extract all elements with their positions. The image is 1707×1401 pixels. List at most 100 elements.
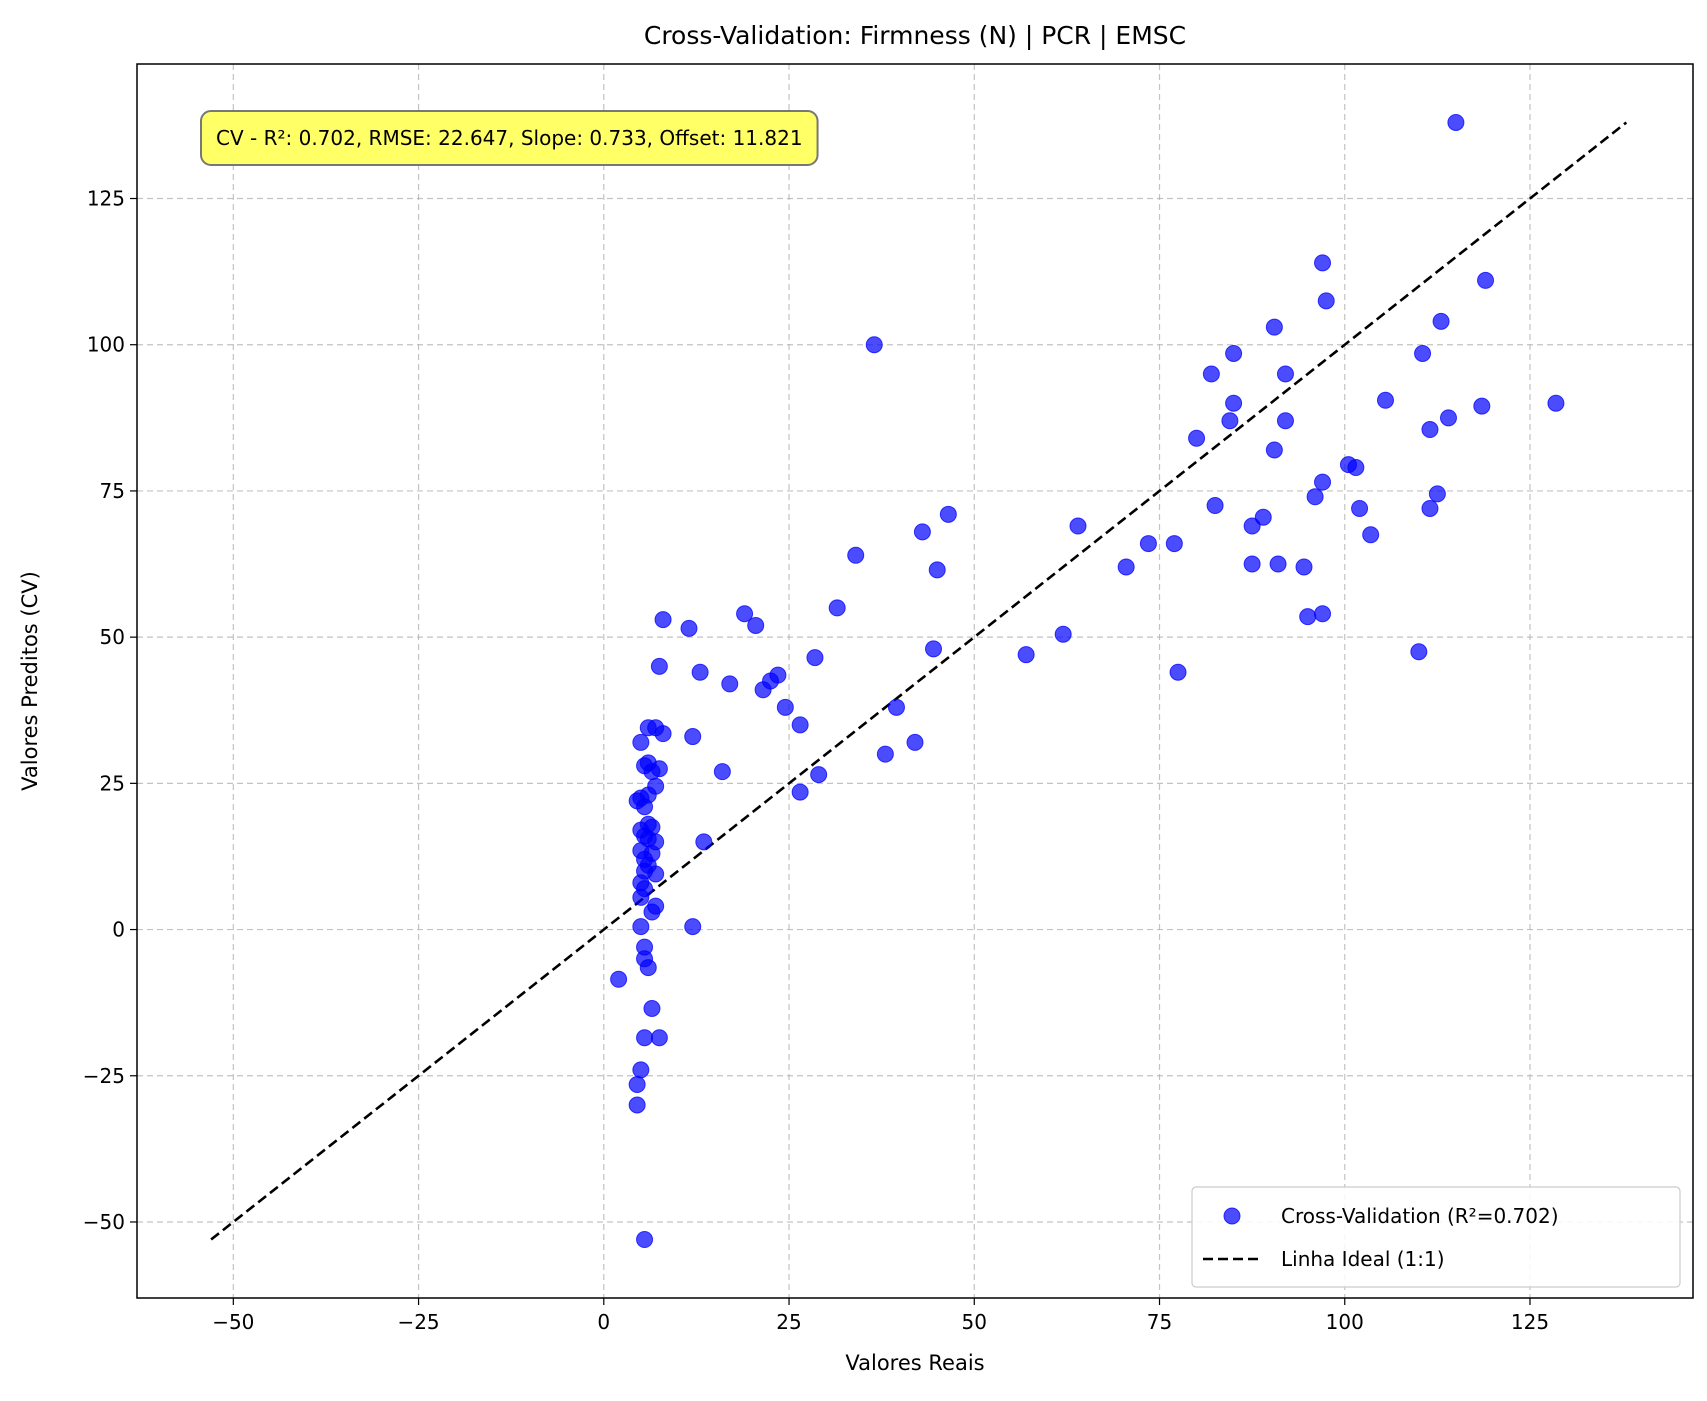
data-point (925, 640, 943, 658)
data-point (628, 1096, 646, 1114)
data-point (632, 918, 650, 936)
y-tick-label: 75 (100, 479, 125, 503)
data-point (1547, 394, 1565, 412)
data-point (1202, 365, 1220, 383)
data-point (1477, 271, 1495, 289)
data-point (1243, 555, 1261, 573)
data-point (695, 833, 713, 851)
x-tick-label: 50 (962, 1310, 987, 1334)
data-point (865, 336, 883, 354)
data-point (643, 1000, 661, 1018)
data-point (1188, 429, 1206, 447)
data-point (1473, 397, 1491, 415)
data-point (754, 681, 772, 699)
data-point (650, 657, 668, 675)
data-point (1269, 555, 1287, 573)
y-tick-label: 25 (100, 771, 125, 795)
data-point (1421, 421, 1439, 439)
data-point (639, 959, 657, 977)
data-point (643, 903, 661, 921)
data-point (1351, 499, 1369, 517)
data-point (1254, 508, 1272, 526)
data-point (906, 733, 924, 751)
data-point (632, 888, 650, 906)
data-point (1206, 497, 1224, 515)
data-point (1054, 625, 1072, 643)
data-point (1347, 459, 1365, 477)
annotation-box (200, 110, 819, 166)
x-tick-label: 25 (776, 1310, 801, 1334)
x-tick-label: 100 (1326, 1310, 1364, 1334)
data-point (650, 760, 668, 778)
legend-marker-scatter (1223, 1207, 1241, 1225)
legend-label-ideal-line: Linha Ideal (1:1) (1281, 1247, 1445, 1271)
data-points (610, 113, 1565, 1249)
data-point (1276, 365, 1294, 383)
data-point (1139, 535, 1157, 553)
x-tick-label: 125 (1511, 1310, 1549, 1334)
data-point (1265, 441, 1283, 459)
data-point (939, 505, 957, 523)
y-tick-label: 50 (100, 625, 125, 649)
data-point (1421, 499, 1439, 517)
data-point (654, 611, 672, 629)
data-point (1069, 517, 1087, 535)
data-point (887, 698, 905, 716)
y-tick-label: −50 (83, 1210, 125, 1234)
ideal-line-layer (210, 121, 1628, 1241)
legend: Cross-Validation (R²=0.702) Linha Ideal … (1191, 1186, 1681, 1288)
data-point (650, 1029, 668, 1047)
data-point (684, 728, 702, 746)
x-tick-label: 75 (1147, 1310, 1172, 1334)
data-point (1117, 558, 1135, 576)
x-tick-label: −50 (212, 1310, 254, 1334)
data-point (828, 599, 846, 617)
data-point (632, 733, 650, 751)
data-point (1377, 391, 1395, 409)
ideal-line (210, 121, 1628, 1241)
data-point (610, 970, 628, 988)
data-point (847, 546, 865, 564)
data-point (1225, 344, 1243, 362)
legend-box (1191, 1186, 1681, 1288)
data-point (747, 616, 765, 634)
data-point (806, 649, 824, 667)
data-point (1410, 643, 1428, 661)
data-point (1432, 312, 1450, 330)
data-point (1414, 344, 1432, 362)
data-point (636, 798, 654, 816)
data-point (654, 725, 672, 743)
data-point (1295, 558, 1313, 576)
data-point (876, 745, 894, 763)
y-tick-label: 125 (87, 187, 125, 211)
data-point (1306, 488, 1324, 506)
x-axis-title: Valores Reais (845, 1351, 984, 1375)
data-point (691, 663, 709, 681)
data-point (636, 1231, 654, 1249)
x-tick-label: 0 (597, 1310, 610, 1334)
data-point (1299, 608, 1317, 626)
data-point (647, 865, 665, 883)
y-tick-label: −25 (83, 1064, 125, 1088)
y-axis-title: Valores Preditos (CV) (18, 571, 42, 791)
x-tick-label: −25 (397, 1310, 439, 1334)
data-point (791, 783, 809, 801)
data-point (1243, 517, 1261, 535)
data-point (1439, 409, 1457, 427)
data-point (1265, 318, 1283, 336)
data-point (1225, 394, 1243, 412)
data-point (680, 619, 698, 637)
data-point (1165, 535, 1183, 553)
data-point (1428, 485, 1446, 503)
data-point (713, 763, 731, 781)
data-point (721, 675, 739, 693)
data-point (1317, 292, 1335, 310)
data-point (1314, 473, 1332, 491)
data-point (928, 561, 946, 579)
metrics-annotation: CV - R²: 0.702, RMSE: 22.647, Slope: 0.7… (200, 110, 819, 166)
data-point (1276, 412, 1294, 430)
data-point (1447, 113, 1465, 131)
data-point (1314, 254, 1332, 272)
data-point (628, 1076, 646, 1094)
